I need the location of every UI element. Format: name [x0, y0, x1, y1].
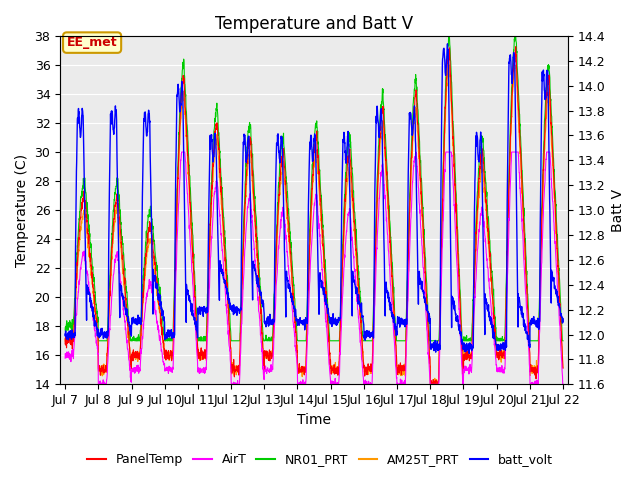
X-axis label: Time: Time: [297, 413, 331, 427]
Y-axis label: Temperature (C): Temperature (C): [15, 154, 29, 267]
Y-axis label: Batt V: Batt V: [611, 189, 625, 232]
Text: EE_met: EE_met: [67, 36, 117, 49]
Legend: PanelTemp, AirT, NR01_PRT, AM25T_PRT, batt_volt: PanelTemp, AirT, NR01_PRT, AM25T_PRT, ba…: [82, 448, 558, 471]
Title: Temperature and Batt V: Temperature and Batt V: [215, 15, 413, 33]
